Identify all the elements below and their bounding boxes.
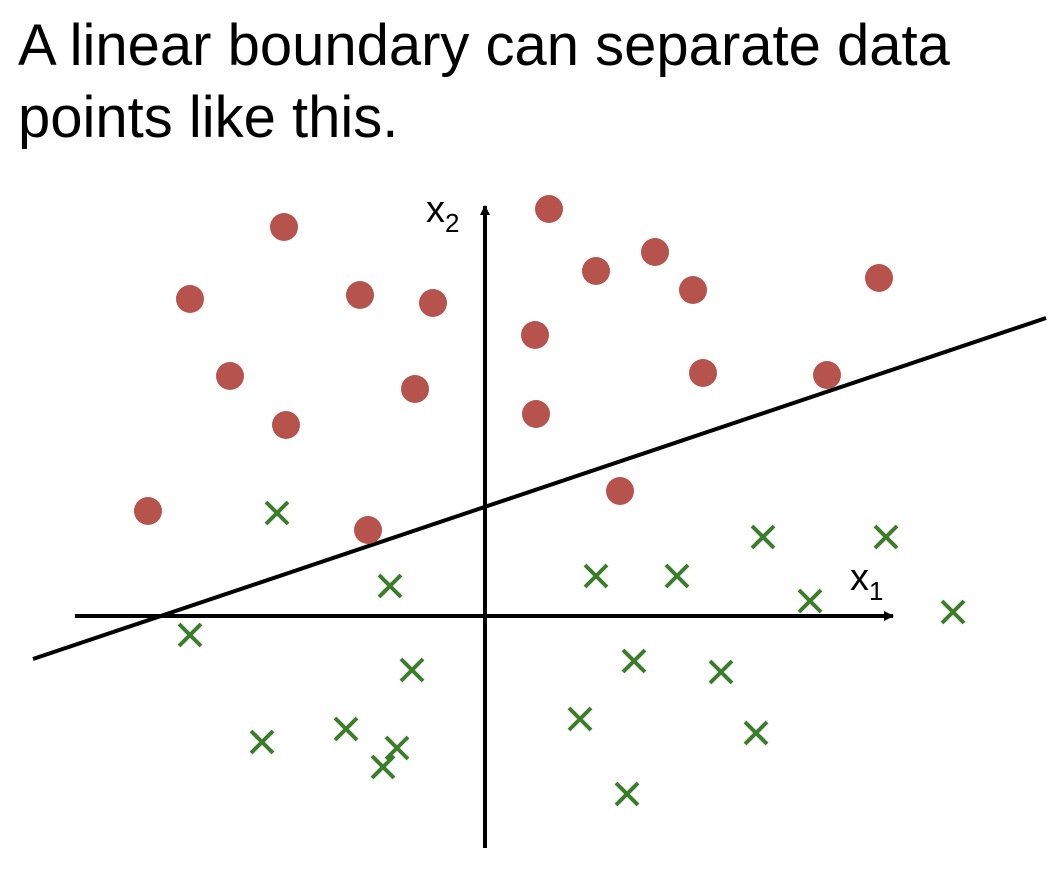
circle-point — [641, 238, 669, 266]
circle-point — [176, 285, 204, 313]
decision-boundary-line — [32, 316, 1047, 661]
circle-point — [521, 321, 549, 349]
cross-point — [264, 500, 290, 526]
circle-point — [865, 264, 893, 292]
cross-point — [621, 648, 647, 674]
cross-point — [567, 706, 593, 732]
x-axis-label-subscript: 1 — [869, 576, 883, 606]
circle-point — [216, 362, 244, 390]
x-axis-label-main: x — [850, 557, 869, 599]
cross-point — [370, 754, 396, 780]
circle-point — [522, 400, 550, 428]
cross-point — [249, 729, 275, 755]
cross-point — [614, 781, 640, 807]
cross-point — [384, 735, 410, 761]
cross-point — [708, 659, 734, 685]
cross-point — [873, 524, 899, 550]
cross-point — [377, 573, 403, 599]
cross-point — [797, 588, 823, 614]
circle-point — [419, 289, 447, 317]
y-axis-label-main: x — [426, 189, 445, 231]
cross-point — [399, 657, 425, 683]
cross-point — [664, 563, 690, 589]
cross-point — [743, 720, 769, 746]
y-axis-label: x2 — [426, 189, 459, 238]
circle-point — [813, 361, 841, 389]
circle-point — [535, 195, 563, 223]
circle-point — [606, 477, 634, 505]
circle-point — [346, 281, 374, 309]
cross-point — [177, 622, 203, 648]
circle-point — [354, 516, 382, 544]
cross-point — [750, 524, 776, 550]
circle-point — [582, 257, 610, 285]
circle-point — [689, 359, 717, 387]
circle-point — [679, 276, 707, 304]
circle-point — [134, 497, 162, 525]
cross-point — [333, 716, 359, 742]
cross-point — [583, 563, 609, 589]
slide-title: A linear boundary can separate data poin… — [18, 13, 950, 150]
y-axis-label-subscript: 2 — [445, 208, 459, 238]
circle-point — [270, 213, 298, 241]
circle-class-points — [134, 195, 893, 544]
cross-class-points — [177, 500, 966, 807]
cross-point — [940, 599, 966, 625]
circle-point — [401, 375, 429, 403]
x-axis-label: x1 — [850, 557, 883, 606]
circle-point — [272, 411, 300, 439]
